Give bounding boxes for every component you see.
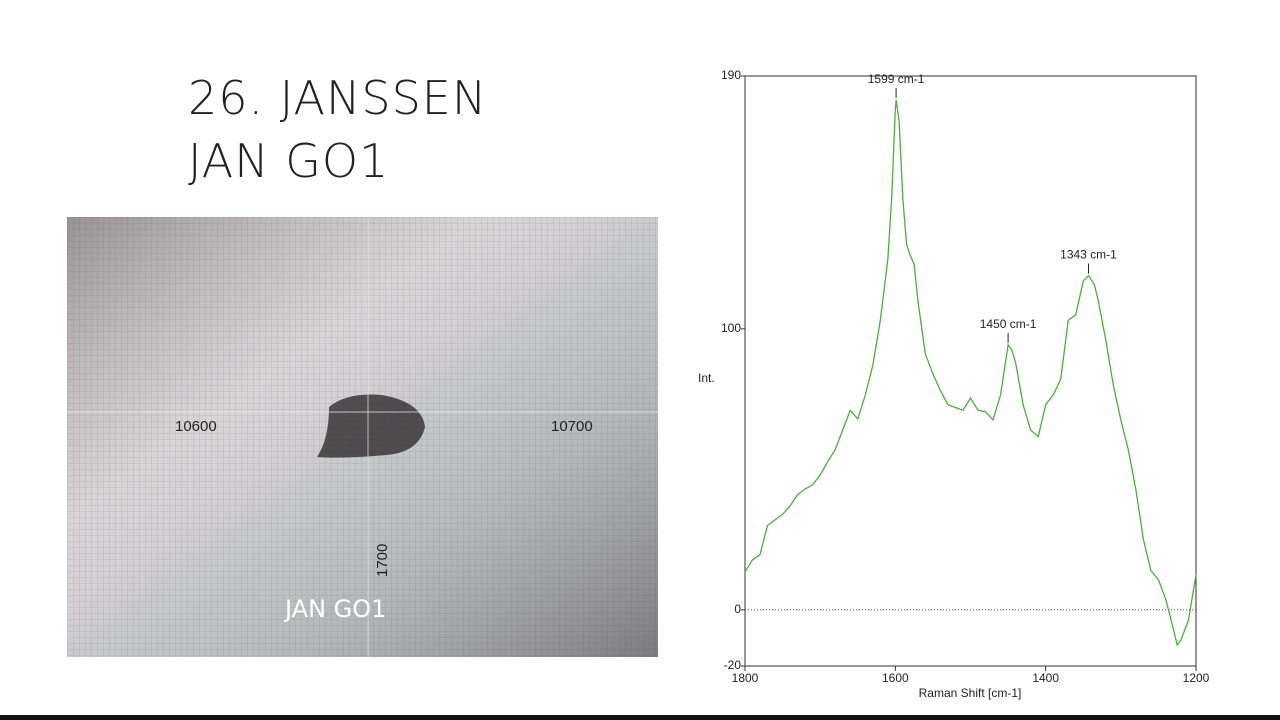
photo-label: 10700 bbox=[551, 418, 593, 435]
bottom-bar bbox=[0, 715, 1280, 720]
y-axis-label: Int. bbox=[698, 371, 715, 385]
photo-label: 1700 bbox=[374, 544, 391, 577]
peak-label: 1450 cm-1 bbox=[980, 317, 1037, 331]
microscope-photo: 10600 10700 1700 JAN GO1 bbox=[67, 217, 658, 657]
y-tick-label: 100 bbox=[721, 321, 741, 335]
slide-title: JAN GO1 bbox=[188, 134, 390, 188]
spectrum-line bbox=[744, 99, 1197, 647]
x-axis-label: Raman Shift [cm-1] bbox=[919, 686, 1022, 700]
photo-label: JAN GO1 bbox=[283, 595, 386, 623]
photo-label: 10600 bbox=[175, 418, 217, 435]
peak-label: 1343 cm-1 bbox=[1060, 248, 1117, 262]
sample-spot bbox=[317, 394, 425, 458]
x-tick-label: 1600 bbox=[882, 671, 909, 685]
slide-title: 26. JANSSEN bbox=[188, 71, 488, 125]
x-tick-label: 1400 bbox=[1032, 671, 1059, 685]
peak-label: 1599 cm-1 bbox=[868, 72, 925, 86]
x-tick-label: 1800 bbox=[732, 671, 759, 685]
y-tick-label: 190 bbox=[721, 68, 741, 82]
x-tick-label: 1200 bbox=[1183, 671, 1210, 685]
y-tick-label: 0 bbox=[734, 602, 741, 616]
plot-frame bbox=[744, 75, 1197, 667]
y-tick-label: -20 bbox=[724, 658, 742, 672]
